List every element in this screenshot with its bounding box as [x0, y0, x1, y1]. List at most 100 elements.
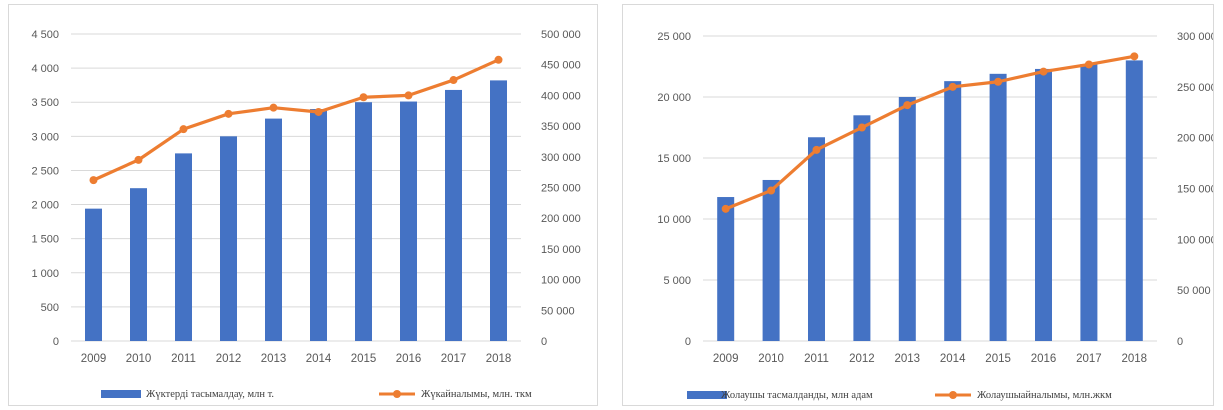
chart-panel-passenger: 0 5 000 10 000 15 000 20 000 25 000 0 50 000 100…	[622, 4, 1217, 406]
bar	[400, 101, 417, 341]
x-tick-label: 2010	[126, 353, 152, 365]
bar	[310, 109, 327, 342]
legend-bar-swatch	[687, 391, 727, 399]
y-right-tick-label: 200 000	[1177, 133, 1213, 145]
y-left-tick-label: 2 500	[31, 165, 59, 177]
y-right-tick-label: 400 000	[541, 90, 581, 102]
y-left-tick-label: 4 000	[31, 63, 59, 75]
y-left-tick-label: 2 000	[31, 200, 59, 212]
line-point	[1130, 52, 1139, 61]
line-point	[224, 109, 233, 118]
legend-line-marker	[393, 390, 401, 398]
x-tick-label: 2014	[306, 353, 332, 365]
x-tick-label: 2015	[351, 353, 377, 365]
y-left-tick-label: 0	[685, 336, 691, 348]
y-right-tick-label: 250 000	[541, 183, 581, 195]
legend-line-marker	[949, 391, 957, 399]
x-tick-label: 2018	[486, 353, 512, 365]
y-right-tick-label: 300 000	[541, 152, 581, 164]
x-tick-label: 2009	[81, 353, 107, 365]
y-right-tick-label: 350 000	[541, 121, 581, 133]
legend-label-line: Жүкайналымы, млн. ткм	[421, 389, 532, 400]
bar	[808, 137, 825, 341]
legend-label-bar: Жолаушы тасмалданды, млн адам	[721, 390, 873, 401]
bar	[1125, 60, 1143, 342]
line-point	[134, 155, 143, 164]
line-point	[404, 91, 413, 100]
freight-chart-svg: 0 500 1 000 1 500 2 000 2 500 3 000 3 500 4 000 4…	[31, 29, 581, 400]
x-tick-label: 2009	[713, 353, 739, 365]
y-right-tick-label: 100 000	[1177, 234, 1213, 246]
line-point	[494, 55, 503, 64]
bar	[220, 136, 237, 341]
legend-label-line: Жолаушыайналымы, млн.жкм	[977, 390, 1112, 401]
line-point	[449, 76, 458, 85]
y-right-tick-label: 450 000	[541, 60, 581, 72]
line-point	[89, 176, 98, 185]
x-tick-label: 2013	[895, 353, 921, 365]
y-right-tick-label: 0	[541, 336, 547, 348]
series-line	[725, 54, 1135, 211]
bar	[989, 73, 1007, 341]
line-point	[721, 204, 730, 213]
bar	[717, 197, 735, 341]
chart-panel-freight: 0 500 1 000 1 500 2 000 2 500 3 000 3 500 4 000 4…	[8, 4, 598, 406]
y-right-tick-label: 100 000	[541, 275, 581, 287]
x-tick-label: 2011	[171, 353, 196, 365]
y-right-tick-label: 300 000	[1177, 31, 1213, 43]
x-tick-label: 2015	[985, 353, 1011, 365]
y-left-tick-label: 0	[53, 336, 59, 348]
y-right-tick-label: 500 000	[541, 29, 581, 41]
y-right-tick-label: 50 000	[1177, 285, 1211, 297]
x-tick-label: 2013	[261, 353, 287, 365]
y-left-tick-label: 3 000	[31, 131, 59, 143]
y-right-tick-label: 250 000	[1177, 82, 1213, 94]
line-point	[359, 93, 368, 102]
x-tick-label: 2012	[849, 353, 875, 365]
line-point	[1084, 60, 1093, 69]
bar	[1035, 68, 1052, 341]
line-point	[767, 186, 776, 195]
y-left-tick-label: 4 500	[31, 29, 59, 41]
line-point	[812, 145, 821, 154]
bar	[85, 208, 102, 341]
bar	[898, 97, 916, 341]
y-left-tick-label: 1 000	[31, 268, 59, 280]
y-left-tick-label: 5 000	[663, 275, 691, 287]
line-point	[857, 123, 866, 132]
line-point	[269, 103, 278, 112]
y-right-tick-label: 150 000	[541, 244, 581, 256]
bar	[490, 80, 507, 341]
bar	[265, 118, 282, 342]
y-left-tick-label: 25 000	[657, 31, 691, 43]
legend-label-bar: Жүктерді тасымалдау, млн т.	[146, 389, 274, 400]
x-tick-label: 2012	[216, 353, 242, 365]
bar	[355, 102, 372, 341]
y-right-tick-label: 50 000	[541, 305, 575, 317]
bar	[175, 153, 192, 341]
y-right-tick-label: 200 000	[541, 213, 581, 225]
x-tick-label: 2016	[396, 353, 422, 365]
x-tick-label: 2017	[441, 353, 467, 365]
line-point	[903, 101, 912, 110]
y-left-tick-label: 3 500	[31, 97, 59, 109]
bar	[130, 188, 147, 341]
line-point	[948, 82, 957, 91]
y-left-tick-label: 15 000	[657, 153, 691, 165]
x-tick-label: 2014	[940, 353, 966, 365]
y-left-tick-label: 10 000	[657, 214, 691, 226]
bar	[762, 179, 780, 341]
bar	[853, 115, 871, 341]
x-tick-label: 2010	[758, 353, 784, 365]
bar	[445, 89, 462, 341]
line-point	[314, 107, 323, 116]
legend-bar-swatch	[101, 390, 141, 398]
y-right-tick-label: 150 000	[1177, 184, 1213, 196]
y-right-tick-label: 0	[1177, 336, 1183, 348]
passenger-chart-svg: 0 5 000 10 000 15 000 20 000 25 000 0 50 000 100…	[657, 31, 1216, 401]
y-left-tick-label: 20 000	[657, 92, 691, 104]
x-tick-label: 2011	[804, 353, 829, 365]
bar	[944, 81, 962, 341]
line-point	[994, 77, 1003, 86]
line-point	[179, 125, 188, 134]
